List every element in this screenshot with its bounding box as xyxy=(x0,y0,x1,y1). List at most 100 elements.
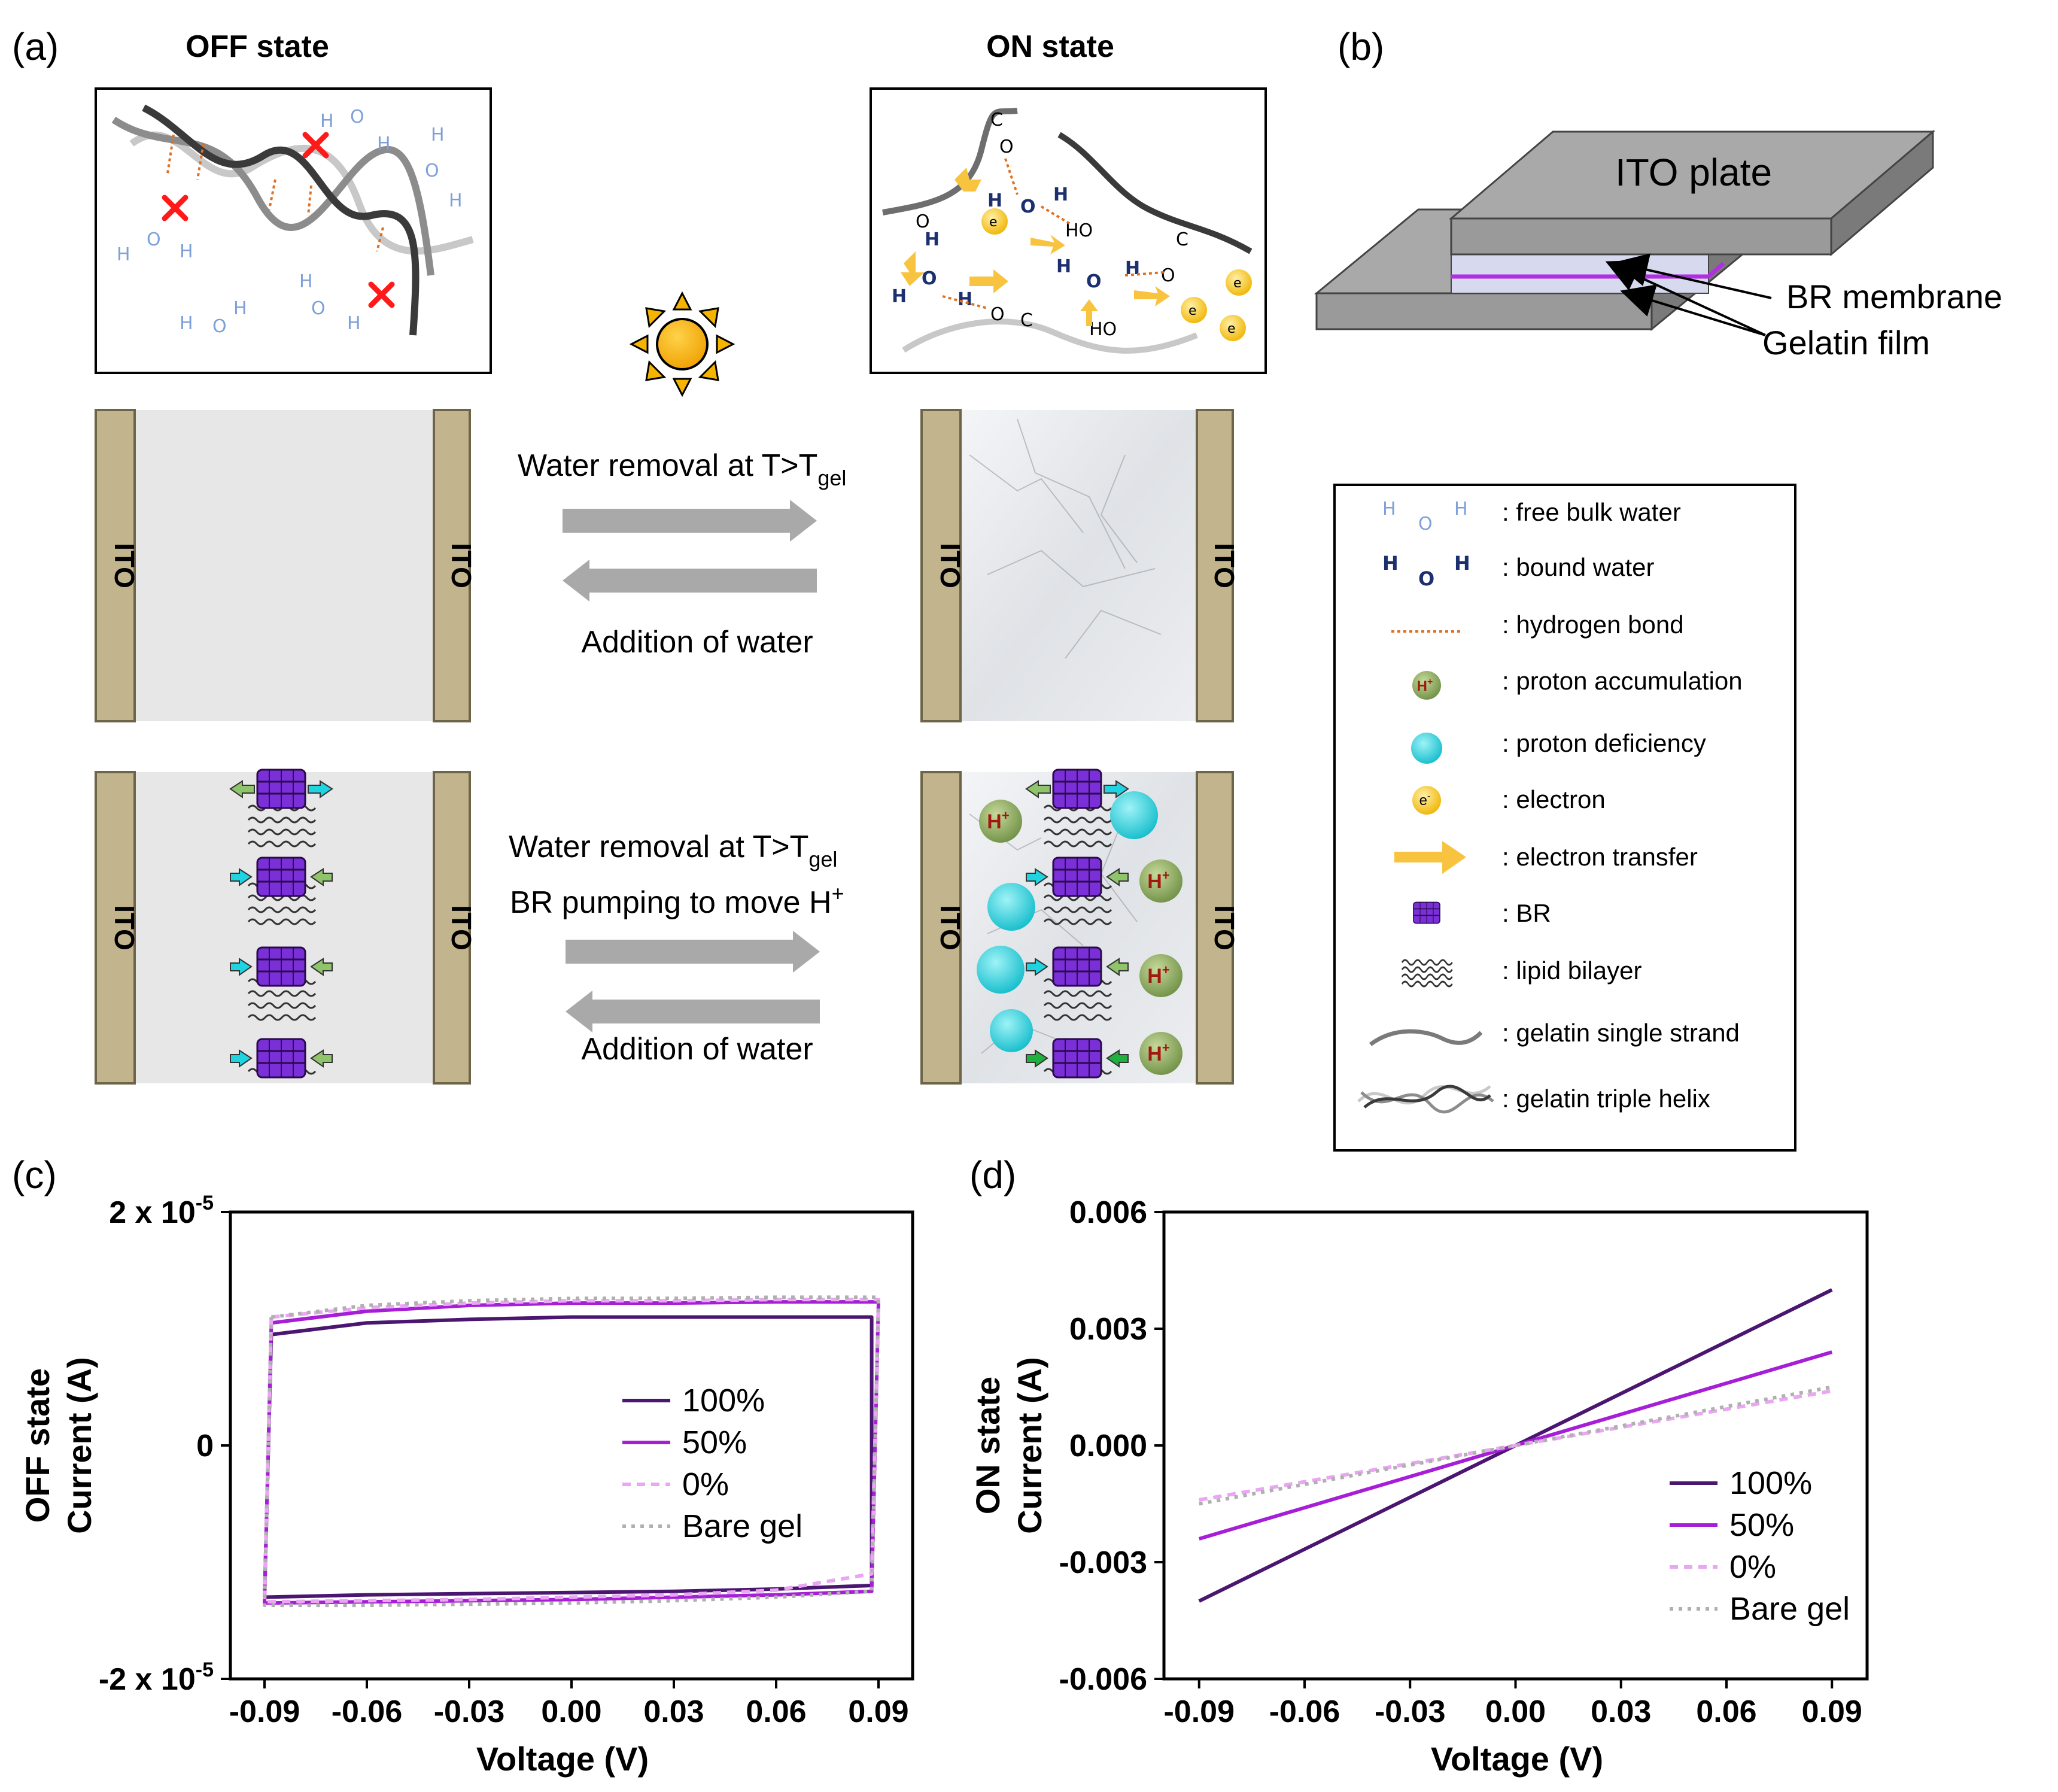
ito-label: ITO xyxy=(935,543,966,588)
legend-bound-water: : bound water xyxy=(1502,553,1655,581)
legend-label: 50% xyxy=(682,1425,747,1460)
svg-text:H: H xyxy=(1454,552,1470,575)
svg-text:O: O xyxy=(1020,196,1036,217)
svg-text:H: H xyxy=(233,298,247,319)
x-tick-label: 0.06 xyxy=(1696,1694,1756,1729)
x-tick-label: 0.09 xyxy=(1802,1694,1862,1729)
off-molecular-box: H OH HOH HOH H OH HOH xyxy=(95,87,492,374)
x-tick-label: -0.06 xyxy=(332,1694,403,1729)
legend-label: Bare gel xyxy=(1729,1591,1850,1627)
x-tick-label: 0.03 xyxy=(1591,1694,1651,1729)
panel-label-d: (d) xyxy=(969,1153,1016,1196)
legend-box: HOH HOH H+ e- : free bulk water : boun xyxy=(1333,484,1796,1152)
blocked-transfer-x xyxy=(162,132,395,308)
br-pumping-label: BR pumping to move H+ xyxy=(510,881,844,920)
ito-label: ITO xyxy=(446,543,477,588)
y-tick-label: 0.006 xyxy=(1069,1195,1147,1230)
svg-text:H: H xyxy=(117,244,130,265)
svg-text:H: H xyxy=(347,313,361,334)
y-axis-title-line2: Current (A) xyxy=(60,1357,98,1534)
svg-text:H+: H+ xyxy=(1147,962,1169,988)
gelatin-single-strand-icon xyxy=(1369,1029,1483,1046)
bound-water-molecules: H OH HOH H HOH xyxy=(892,184,1140,310)
svg-text:H: H xyxy=(431,124,445,145)
svg-text:HO: HO xyxy=(1089,319,1117,340)
legend-electron: : electron xyxy=(1502,785,1606,813)
ito-label: ITO xyxy=(109,905,140,950)
svg-text:H: H xyxy=(1454,499,1468,520)
svg-text:H: H xyxy=(892,286,907,307)
proton-deficiency-icon xyxy=(1411,733,1442,764)
device-schematic: ITO plate BR membrane Gelatin film xyxy=(1314,129,2002,362)
electron-markers xyxy=(981,208,1252,341)
svg-text:O: O xyxy=(999,136,1014,157)
svg-text:H: H xyxy=(925,229,940,250)
chart-d: -0.09 -0.06 -0.03 0.00 0.03 0.06 0.09 0.006 0.0… xyxy=(969,1195,1869,1778)
svg-text:H: H xyxy=(180,241,193,262)
ito-label: ITO xyxy=(935,905,966,950)
svg-text:H: H xyxy=(180,313,193,334)
helix-strand-dark xyxy=(142,104,419,336)
svg-text:O: O xyxy=(1161,265,1175,286)
svg-text:H: H xyxy=(957,289,972,310)
y-axis-title-line1: OFF state xyxy=(19,1368,56,1523)
legend-proton-accumulation: : proton accumulation xyxy=(1502,667,1743,695)
plot-frame xyxy=(229,1210,914,1681)
svg-text:H: H xyxy=(987,190,1002,211)
legend-proton-deficiency: : proton deficiency xyxy=(1502,729,1706,757)
svg-text:H: H xyxy=(1053,184,1068,205)
svg-text:C: C xyxy=(1020,310,1033,331)
legend-electron-transfer: : electron transfer xyxy=(1502,843,1698,871)
on-cell-plain: ITO ITO xyxy=(920,409,1240,722)
x-tick-label: 0.00 xyxy=(1485,1694,1546,1729)
y-axis-title-line2: Current (A) xyxy=(1011,1357,1048,1534)
ito-label: ITO xyxy=(1209,905,1240,950)
x-tick-label: -0.06 xyxy=(1269,1694,1340,1729)
x-tick-label: -0.03 xyxy=(1375,1694,1446,1729)
electron-icon: e- xyxy=(1412,786,1441,815)
svg-text:O: O xyxy=(350,107,364,127)
svg-text:H: H xyxy=(320,111,334,132)
forward-transition-label: Water removal at T>Tgel xyxy=(518,448,846,490)
ito-label: ITO xyxy=(446,905,477,950)
br-forward-arrow xyxy=(566,931,820,973)
legend-label: 100% xyxy=(1729,1465,1812,1501)
svg-text:H: H xyxy=(299,271,313,292)
svg-text:H+: H+ xyxy=(1147,1040,1169,1065)
series-bare-gel xyxy=(263,1295,880,1608)
electron-transfer-arrows xyxy=(901,168,1170,326)
svg-text:H: H xyxy=(377,133,391,154)
y-tick-label: 0.003 xyxy=(1069,1312,1147,1347)
legend-hydrogen-bond: : hydrogen bond xyxy=(1502,611,1684,639)
series-0- xyxy=(263,1298,880,1604)
y-tick-label: 0 xyxy=(196,1429,214,1463)
series-100- xyxy=(263,1315,874,1599)
x-tick-label: -0.03 xyxy=(434,1694,505,1729)
svg-text:O: O xyxy=(990,304,1005,325)
panel-label-c: (c) xyxy=(12,1153,57,1196)
svg-text:O: O xyxy=(425,160,439,181)
ito-plate-label: ITO plate xyxy=(1615,151,1772,194)
backward-transition-label: Addition of water xyxy=(581,625,813,660)
svg-text:O: O xyxy=(1418,514,1433,534)
svg-text:e: e xyxy=(1233,276,1242,291)
backward-arrow xyxy=(563,560,817,602)
ito-label: ITO xyxy=(109,543,140,588)
svg-text:C: C xyxy=(1176,229,1188,250)
series-50- xyxy=(263,1300,880,1605)
forward-arrow xyxy=(563,500,817,542)
br-backward-transition-label: Addition of water xyxy=(581,1032,813,1067)
y-tick-label: 0.000 xyxy=(1069,1429,1147,1463)
x-tick-label: 0.06 xyxy=(746,1694,806,1729)
x-tick-label: -0.09 xyxy=(229,1694,300,1729)
proton-accumulation-icon: H+ xyxy=(1412,671,1441,700)
svg-text:O: O xyxy=(1418,567,1434,590)
svg-text:O: O xyxy=(147,229,161,250)
panel-label-a: (a) xyxy=(12,25,59,68)
light-source-sun-icon xyxy=(629,291,735,397)
y-tick-label: -0.003 xyxy=(1059,1545,1147,1580)
svg-text:O: O xyxy=(922,268,937,289)
off-state-title: OFF state xyxy=(186,29,329,64)
